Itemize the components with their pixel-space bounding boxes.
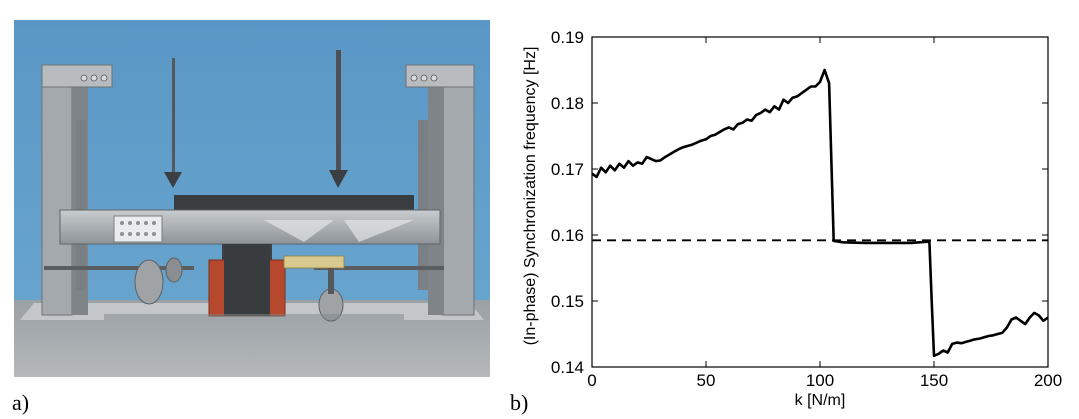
y-tick-label: 0.14: [551, 358, 584, 377]
right-pendulum-rod: [336, 50, 341, 180]
y-tick-label: 0.15: [551, 292, 584, 311]
y-tick-label: 0.16: [551, 226, 584, 245]
experimental-rig-photo: [14, 20, 490, 377]
left-pendulum-rod: [172, 58, 175, 178]
x-axis-title: k [N/m]: [795, 392, 846, 409]
left-wheel: [134, 259, 164, 305]
plot-axes-frame: [591, 36, 1049, 368]
panel-label-a: a): [12, 390, 30, 415]
x-tick-label: 50: [697, 371, 716, 390]
panel-label-b: b): [510, 390, 529, 415]
left-upright: [41, 64, 73, 316]
x-tick-label: 200: [1034, 371, 1062, 390]
y-tick-label: 0.19: [551, 28, 584, 47]
x-tick-label: 0: [587, 371, 596, 390]
right-upright: [441, 64, 475, 316]
x-tick-label: 100: [806, 371, 834, 390]
synchronization-frequency-line: [591, 68, 1049, 358]
x-tick-label: 150: [920, 371, 948, 390]
y-axis-title: (In-phase) Synchronization frequency [Hz…: [522, 47, 539, 346]
y-tick-label: 0.18: [551, 94, 584, 113]
y-tick-label: 0.17: [551, 160, 584, 179]
sync-frequency-chart: 0 50 100 150 200 0.14 0.15 0.16 0.17 0.18 0.19 k […: [522, 28, 1062, 409]
